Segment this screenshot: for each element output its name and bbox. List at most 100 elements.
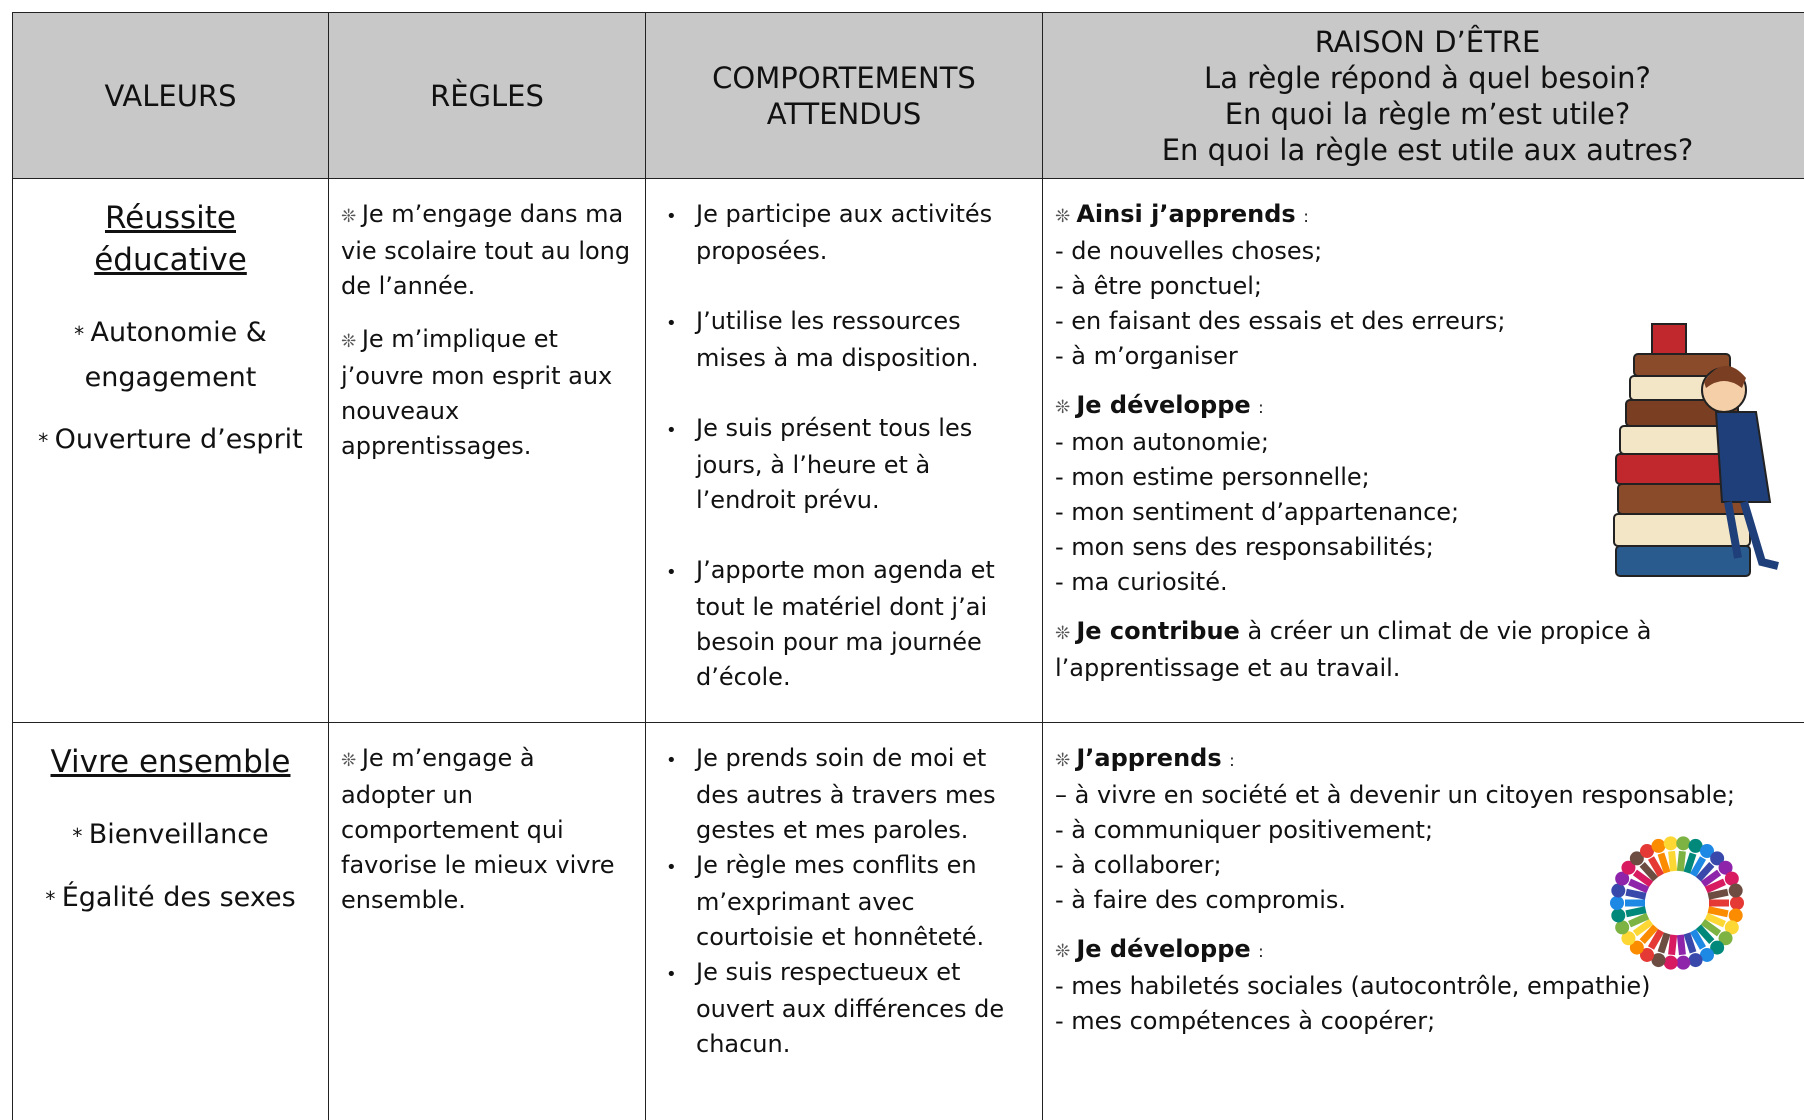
ring-figure [1615, 920, 1630, 935]
reason-heading: Ainsi j’apprends : [1055, 197, 1800, 234]
ring-figure-body [1647, 928, 1665, 950]
ring-figure [1629, 851, 1644, 866]
ring-figure-body [1628, 878, 1650, 894]
ring-figure-body [1700, 869, 1722, 888]
reason-lead: Je contribue [1055, 617, 1240, 645]
value-title: Réussite éducative [25, 197, 316, 281]
reason-item: - mon autonomie; [1055, 428, 1269, 456]
ring-figure [1621, 931, 1636, 946]
ring-figure [1615, 871, 1630, 886]
reason-text: : [1258, 942, 1264, 961]
ring-figure [1651, 953, 1666, 968]
behavior: J’utilise les ressources mises à ma disp… [658, 304, 1030, 376]
reason-item: - à faire des compromis. [1055, 886, 1347, 914]
reason-section: Je contribue à créer un climat de vie pr… [1055, 614, 1800, 686]
ring-figure-body [1695, 862, 1715, 882]
ring-figure-body [1707, 888, 1729, 900]
cell: Je prends soin de moi et des autres à tr… [645, 722, 1043, 1120]
rule: Je m’engage dans ma vie scolaire tout au… [341, 197, 633, 304]
ring-figure [1718, 860, 1733, 875]
reason-item: - à communiquer positivement; [1055, 816, 1434, 844]
values-cell: Vivre ensemble Bienveillance Égalité des s… [13, 723, 328, 1120]
behavior: Je suis présent tous les jours, à l’heur… [658, 411, 1030, 518]
value-item: Autonomie & engagement [25, 311, 316, 400]
reason-heading: Je contribue à créer un climat de vie pr… [1055, 614, 1800, 686]
ring-figure [1730, 896, 1744, 910]
reason-item: - de nouvelles choses; [1055, 237, 1323, 265]
value-item: Égalité des sexes [25, 876, 316, 921]
reason-item: - mon sens des responsabilités; [1055, 533, 1434, 561]
header-cell: VALEURS [12, 12, 329, 179]
rules-cell: Je m’engage à adopter un comportement qu… [329, 723, 645, 1120]
ring-figure [1676, 955, 1691, 970]
reason-lead: Je développe [1055, 935, 1251, 963]
ring-figure [1700, 844, 1714, 859]
rules-cell: Je m’engage dans ma vie scolaire tout au… [329, 179, 645, 722]
ring-figure-body [1625, 888, 1647, 900]
ring-figure-body [1657, 932, 1671, 954]
value-title-line: éducative [94, 242, 247, 278]
ring-figure-body [1676, 934, 1686, 956]
behaviors-cell: Je prends soin de moi et des autres à tr… [646, 723, 1042, 1120]
reason-section: Ainsi j’apprends : - de nouvelles choses;… [1055, 197, 1800, 374]
reason-lead: J’apprends [1055, 744, 1222, 772]
cell: Ainsi j’apprends : - de nouvelles choses;… [1042, 178, 1804, 723]
reason-lead: Je développe [1055, 391, 1251, 419]
ring-figure [1724, 920, 1739, 935]
ring-figure [1663, 955, 1678, 970]
ring-figure [1621, 860, 1636, 875]
ring-figure [1710, 851, 1725, 866]
reason-text: : [1258, 398, 1264, 417]
ring-figure [1676, 836, 1691, 851]
ring-figure-body [1657, 852, 1671, 874]
ring-figure-body [1704, 878, 1726, 894]
header-text: ATTENDUS [766, 96, 922, 131]
row: Vivre ensemble Bienveillance Égalité des s… [12, 722, 1804, 1120]
reason-item: - mes habiletés sociales (autocontrôle, … [1055, 972, 1651, 1000]
ring-figure [1640, 844, 1654, 859]
ring-figure [1629, 940, 1644, 955]
behavior: Je participe aux activités proposées. [658, 197, 1030, 269]
ring-figure-body [1683, 852, 1697, 874]
reasons-cell: J’apprends : – à vivre en société et à de… [1043, 723, 1804, 1120]
ring-figure-body [1689, 856, 1707, 878]
ring-figure-body [1639, 862, 1659, 882]
reason-section: Je développe : - mes habiletés sociales (… [1055, 932, 1800, 1039]
reason-item: - mes compétences à coopérer; [1055, 1007, 1436, 1035]
ring-figure-body [1700, 918, 1722, 937]
cell: Je participe aux activités proposées. J’u… [645, 178, 1043, 723]
ring-figure [1611, 883, 1626, 898]
header-cell: RAISON D’ÊTRE La règle répond à quel beso… [1042, 12, 1804, 179]
header-row: VALEURS RÈGLES COMPORTEMENTS ATTENDUS RAI… [12, 12, 1804, 179]
ring-figure-body [1625, 906, 1647, 918]
reason-item: - en faisant des essais et des erreurs; [1055, 307, 1506, 335]
reason-section: J’apprends : – à vivre en société et à de… [1055, 741, 1800, 918]
header-question: La règle répond à quel besoin? [1204, 60, 1651, 95]
ring-figure [1688, 838, 1703, 853]
header-cell: COMPORTEMENTS ATTENDUS [645, 12, 1043, 179]
reason-item: - à collaborer; [1055, 851, 1222, 879]
ring-figure-body [1676, 850, 1686, 872]
ring-figure-body [1639, 924, 1659, 944]
ring-figure-body [1647, 856, 1665, 878]
ring-figure [1718, 931, 1733, 946]
ring-figure [1651, 838, 1666, 853]
ring-figure [1728, 908, 1743, 923]
cell: Réussite éducative Autonomie & engagement O… [12, 178, 329, 723]
row: Réussite éducative Autonomie & engagement O… [12, 178, 1804, 723]
ring-figure [1611, 908, 1626, 923]
behavior: Je suis respectueux et ouvert aux différ… [658, 955, 1030, 1062]
reason-heading: Je développe : [1055, 388, 1800, 425]
ring-figure-body [1695, 924, 1715, 944]
reason-item: - mon sentiment d’appartenance; [1055, 498, 1460, 526]
header-question: En quoi la règle est utile aux autres? [1161, 132, 1694, 167]
value-title: Vivre ensemble [25, 741, 316, 783]
value-title-line: Vivre ensemble [50, 744, 291, 780]
ring-figure [1700, 947, 1714, 962]
rule: Je m’implique et j’ouvre mon esprit aux … [341, 322, 633, 464]
ring-figure-body [1707, 906, 1729, 918]
ring-figure [1663, 836, 1678, 851]
rule: Je m’engage à adopter un comportement qu… [341, 741, 633, 918]
behavior: Je règle mes conflits en m’exprimant ave… [658, 848, 1030, 955]
header-text: COMPORTEMENTS [712, 60, 976, 95]
